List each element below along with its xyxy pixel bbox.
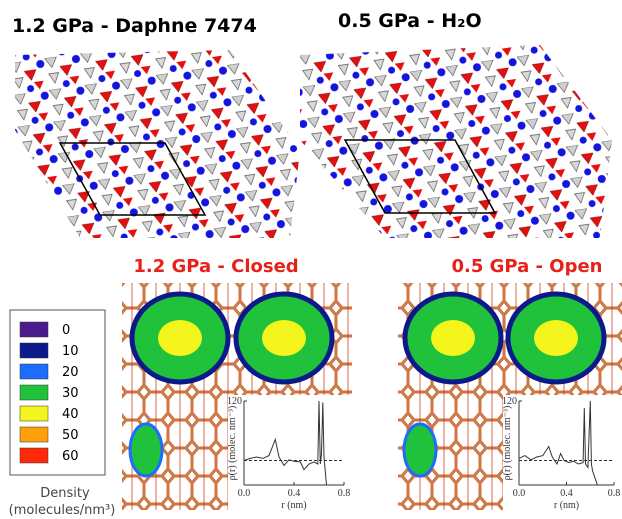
legend-unit: (molecules/nm³) bbox=[9, 503, 116, 518]
legend-swatch bbox=[20, 427, 48, 442]
legend-swatch bbox=[20, 385, 48, 400]
y-tick-label: 120 bbox=[502, 396, 517, 407]
map-title: 0.5 GPa - Open bbox=[452, 256, 603, 277]
x-axis-label: r (nm) bbox=[281, 500, 306, 511]
y-axis-label: ρ(r) (molec. nm⁻³) bbox=[502, 406, 513, 481]
legend-label: 20 bbox=[62, 365, 79, 380]
legend-label: 50 bbox=[62, 428, 79, 443]
panel-title: 0.5 GPa - H₂O bbox=[338, 10, 482, 32]
legend-swatch bbox=[20, 343, 48, 358]
figure: 1.2 GPa - Daphne 7474 0.5 GPa - H₂O 1.2 … bbox=[0, 0, 622, 519]
legend-label: 0 bbox=[62, 323, 70, 338]
legend-label: 30 bbox=[62, 386, 79, 401]
legend-label: 60 bbox=[62, 449, 79, 464]
legend-label: 40 bbox=[62, 407, 79, 422]
legend-label: 10 bbox=[62, 344, 79, 359]
legend-swatch bbox=[20, 364, 48, 379]
page: 1.2 GPa - Daphne 7474 0.5 GPa - H₂O 1.2 … bbox=[0, 0, 622, 519]
x-tick-label: 0.8 bbox=[338, 488, 351, 499]
panel-title: 1.2 GPa - Daphne 7474 bbox=[12, 15, 257, 37]
x-tick-label: 0.0 bbox=[513, 488, 526, 499]
x-tick-label: 0.0 bbox=[238, 488, 251, 499]
legend-swatch bbox=[20, 406, 48, 421]
crystal-structure bbox=[15, 50, 300, 238]
legend-swatch bbox=[20, 322, 48, 337]
x-tick-label: 0.8 bbox=[608, 488, 621, 499]
map-title: 1.2 GPa - Closed bbox=[133, 256, 298, 277]
y-axis-label: ρ(r) (molec. nm⁻³) bbox=[227, 406, 238, 481]
legend-swatch bbox=[20, 448, 48, 463]
x-tick-label: 0.4 bbox=[560, 488, 573, 499]
legend-title: Density bbox=[40, 486, 90, 501]
y-tick-label: 120 bbox=[227, 396, 242, 407]
x-axis-label: r (nm) bbox=[554, 500, 579, 511]
x-tick-label: 0.4 bbox=[288, 488, 301, 499]
